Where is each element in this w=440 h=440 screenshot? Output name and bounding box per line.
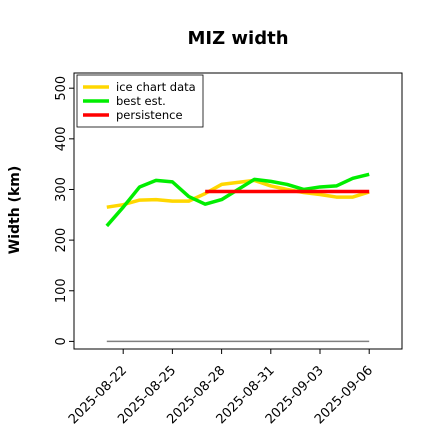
- y-tick-label: 0: [54, 337, 69, 345]
- legend-label-persistence: persistence: [116, 108, 183, 122]
- y-tick-label: 100: [54, 278, 69, 303]
- y-tick-label: 200: [54, 228, 69, 253]
- y-tick-label: 300: [54, 177, 69, 202]
- legend-label-best-est: best est.: [116, 94, 166, 108]
- plot-frame: [73, 72, 403, 350]
- legend-label-ice-chart-data: ice chart data: [116, 80, 196, 94]
- y-tick-label: 400: [54, 126, 69, 151]
- y-tick-label: 500: [54, 76, 69, 101]
- chart-title: MIZ width: [187, 28, 288, 49]
- y-axis-label: Width (km): [7, 166, 23, 255]
